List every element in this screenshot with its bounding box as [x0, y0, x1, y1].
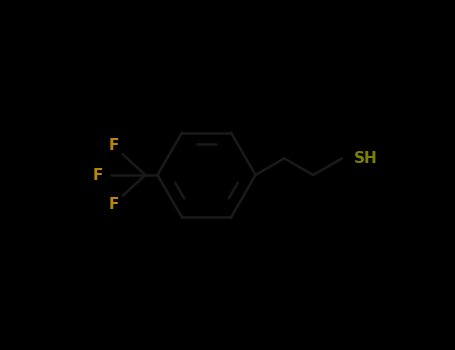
Text: F: F [109, 138, 119, 153]
Text: F: F [93, 168, 103, 182]
Text: F: F [109, 197, 119, 212]
Text: SH: SH [354, 151, 378, 166]
